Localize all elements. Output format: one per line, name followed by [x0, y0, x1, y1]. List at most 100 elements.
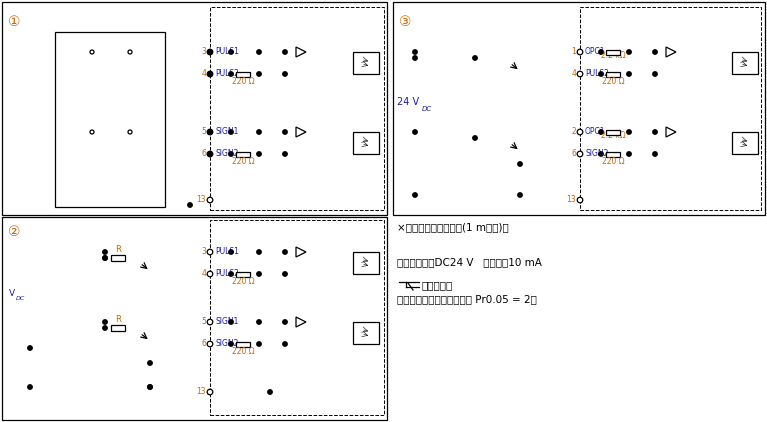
Circle shape [28, 346, 32, 350]
Bar [393, 2, 765, 215]
Text: 5: 5 [201, 127, 206, 136]
Circle shape [627, 50, 631, 54]
Circle shape [283, 152, 287, 156]
Circle shape [208, 130, 212, 134]
Text: SIGN1: SIGN1 [215, 317, 239, 327]
Bar [111, 255, 125, 261]
Polygon shape [296, 317, 306, 327]
Circle shape [472, 56, 477, 60]
Circle shape [28, 385, 32, 389]
Text: SIGN2: SIGN2 [585, 149, 608, 159]
Circle shape [229, 130, 233, 134]
Text: 5: 5 [201, 317, 206, 327]
Bar [606, 49, 620, 54]
Text: PULS2: PULS2 [215, 270, 239, 279]
Bar [128, 45, 148, 59]
Text: 6: 6 [201, 149, 206, 159]
Text: SIGN1: SIGN1 [215, 127, 239, 136]
Circle shape [578, 71, 583, 77]
Circle shape [413, 130, 417, 134]
Text: 220 Ω: 220 Ω [232, 278, 255, 287]
Text: R: R [115, 316, 121, 325]
Circle shape [257, 50, 262, 54]
Circle shape [257, 250, 262, 254]
Bar [606, 151, 620, 157]
Circle shape [653, 130, 657, 134]
Circle shape [257, 152, 262, 156]
Circle shape [599, 50, 603, 54]
Text: 13: 13 [196, 387, 206, 397]
Circle shape [208, 50, 212, 54]
Circle shape [229, 250, 233, 254]
Text: 最大输入电压DC24 V   额定电六10 mA: 最大输入电压DC24 V 额定电六10 mA [397, 257, 542, 267]
Text: R: R [115, 246, 121, 254]
Bar [606, 130, 620, 135]
Text: ③: ③ [399, 15, 411, 29]
Circle shape [257, 130, 262, 134]
Text: OPC1: OPC1 [585, 127, 605, 136]
Text: 2.2 kΩ: 2.2 kΩ [601, 130, 625, 140]
Circle shape [653, 50, 657, 54]
Circle shape [599, 72, 603, 76]
Circle shape [148, 385, 152, 389]
Text: 220 Ω: 220 Ω [232, 78, 255, 87]
Circle shape [90, 130, 94, 134]
Circle shape [257, 342, 262, 346]
Circle shape [283, 72, 287, 76]
Circle shape [208, 152, 212, 156]
Bar [732, 132, 758, 154]
Bar [606, 71, 620, 76]
Circle shape [128, 130, 132, 134]
Circle shape [413, 50, 417, 54]
Text: V: V [9, 289, 15, 298]
Text: 4: 4 [201, 70, 206, 78]
Circle shape [627, 130, 631, 134]
Circle shape [578, 197, 583, 203]
Polygon shape [666, 127, 676, 137]
Circle shape [207, 71, 212, 77]
Circle shape [627, 152, 631, 156]
Circle shape [413, 56, 417, 60]
Text: 6: 6 [201, 340, 206, 349]
Bar [236, 271, 250, 276]
Bar [236, 151, 250, 157]
Text: ×配线长度，请控制在(1 m以内)。: ×配线长度，请控制在(1 m以内)。 [397, 222, 509, 232]
Text: OPC1: OPC1 [585, 48, 605, 57]
Circle shape [653, 72, 657, 76]
Circle shape [207, 129, 212, 135]
Bar [2, 2, 387, 215]
Circle shape [207, 271, 212, 277]
Circle shape [283, 272, 287, 276]
Circle shape [90, 50, 94, 54]
Circle shape [578, 151, 583, 157]
Circle shape [207, 319, 212, 325]
Text: PULS1: PULS1 [215, 48, 239, 57]
Text: 2.2 kΩ: 2.2 kΩ [601, 51, 625, 60]
Circle shape [207, 197, 212, 203]
Text: ②: ② [8, 225, 20, 239]
Circle shape [229, 152, 233, 156]
Bar [55, 32, 165, 207]
Bar [353, 132, 379, 154]
Circle shape [103, 320, 107, 324]
Text: 13: 13 [566, 195, 576, 205]
Circle shape [653, 152, 657, 156]
Text: 220 Ω: 220 Ω [601, 78, 624, 87]
Circle shape [518, 193, 522, 197]
Circle shape [229, 342, 233, 346]
Bar [353, 52, 379, 74]
Circle shape [599, 152, 603, 156]
Circle shape [208, 72, 212, 76]
Bar [236, 341, 250, 346]
Circle shape [207, 49, 212, 55]
Text: 3: 3 [201, 48, 206, 57]
Polygon shape [296, 47, 306, 57]
Text: 6: 6 [571, 149, 576, 159]
Circle shape [283, 130, 287, 134]
Circle shape [599, 130, 603, 134]
Circle shape [283, 342, 287, 346]
Circle shape [283, 250, 287, 254]
Circle shape [518, 162, 522, 166]
Polygon shape [296, 127, 306, 137]
Circle shape [207, 341, 212, 347]
